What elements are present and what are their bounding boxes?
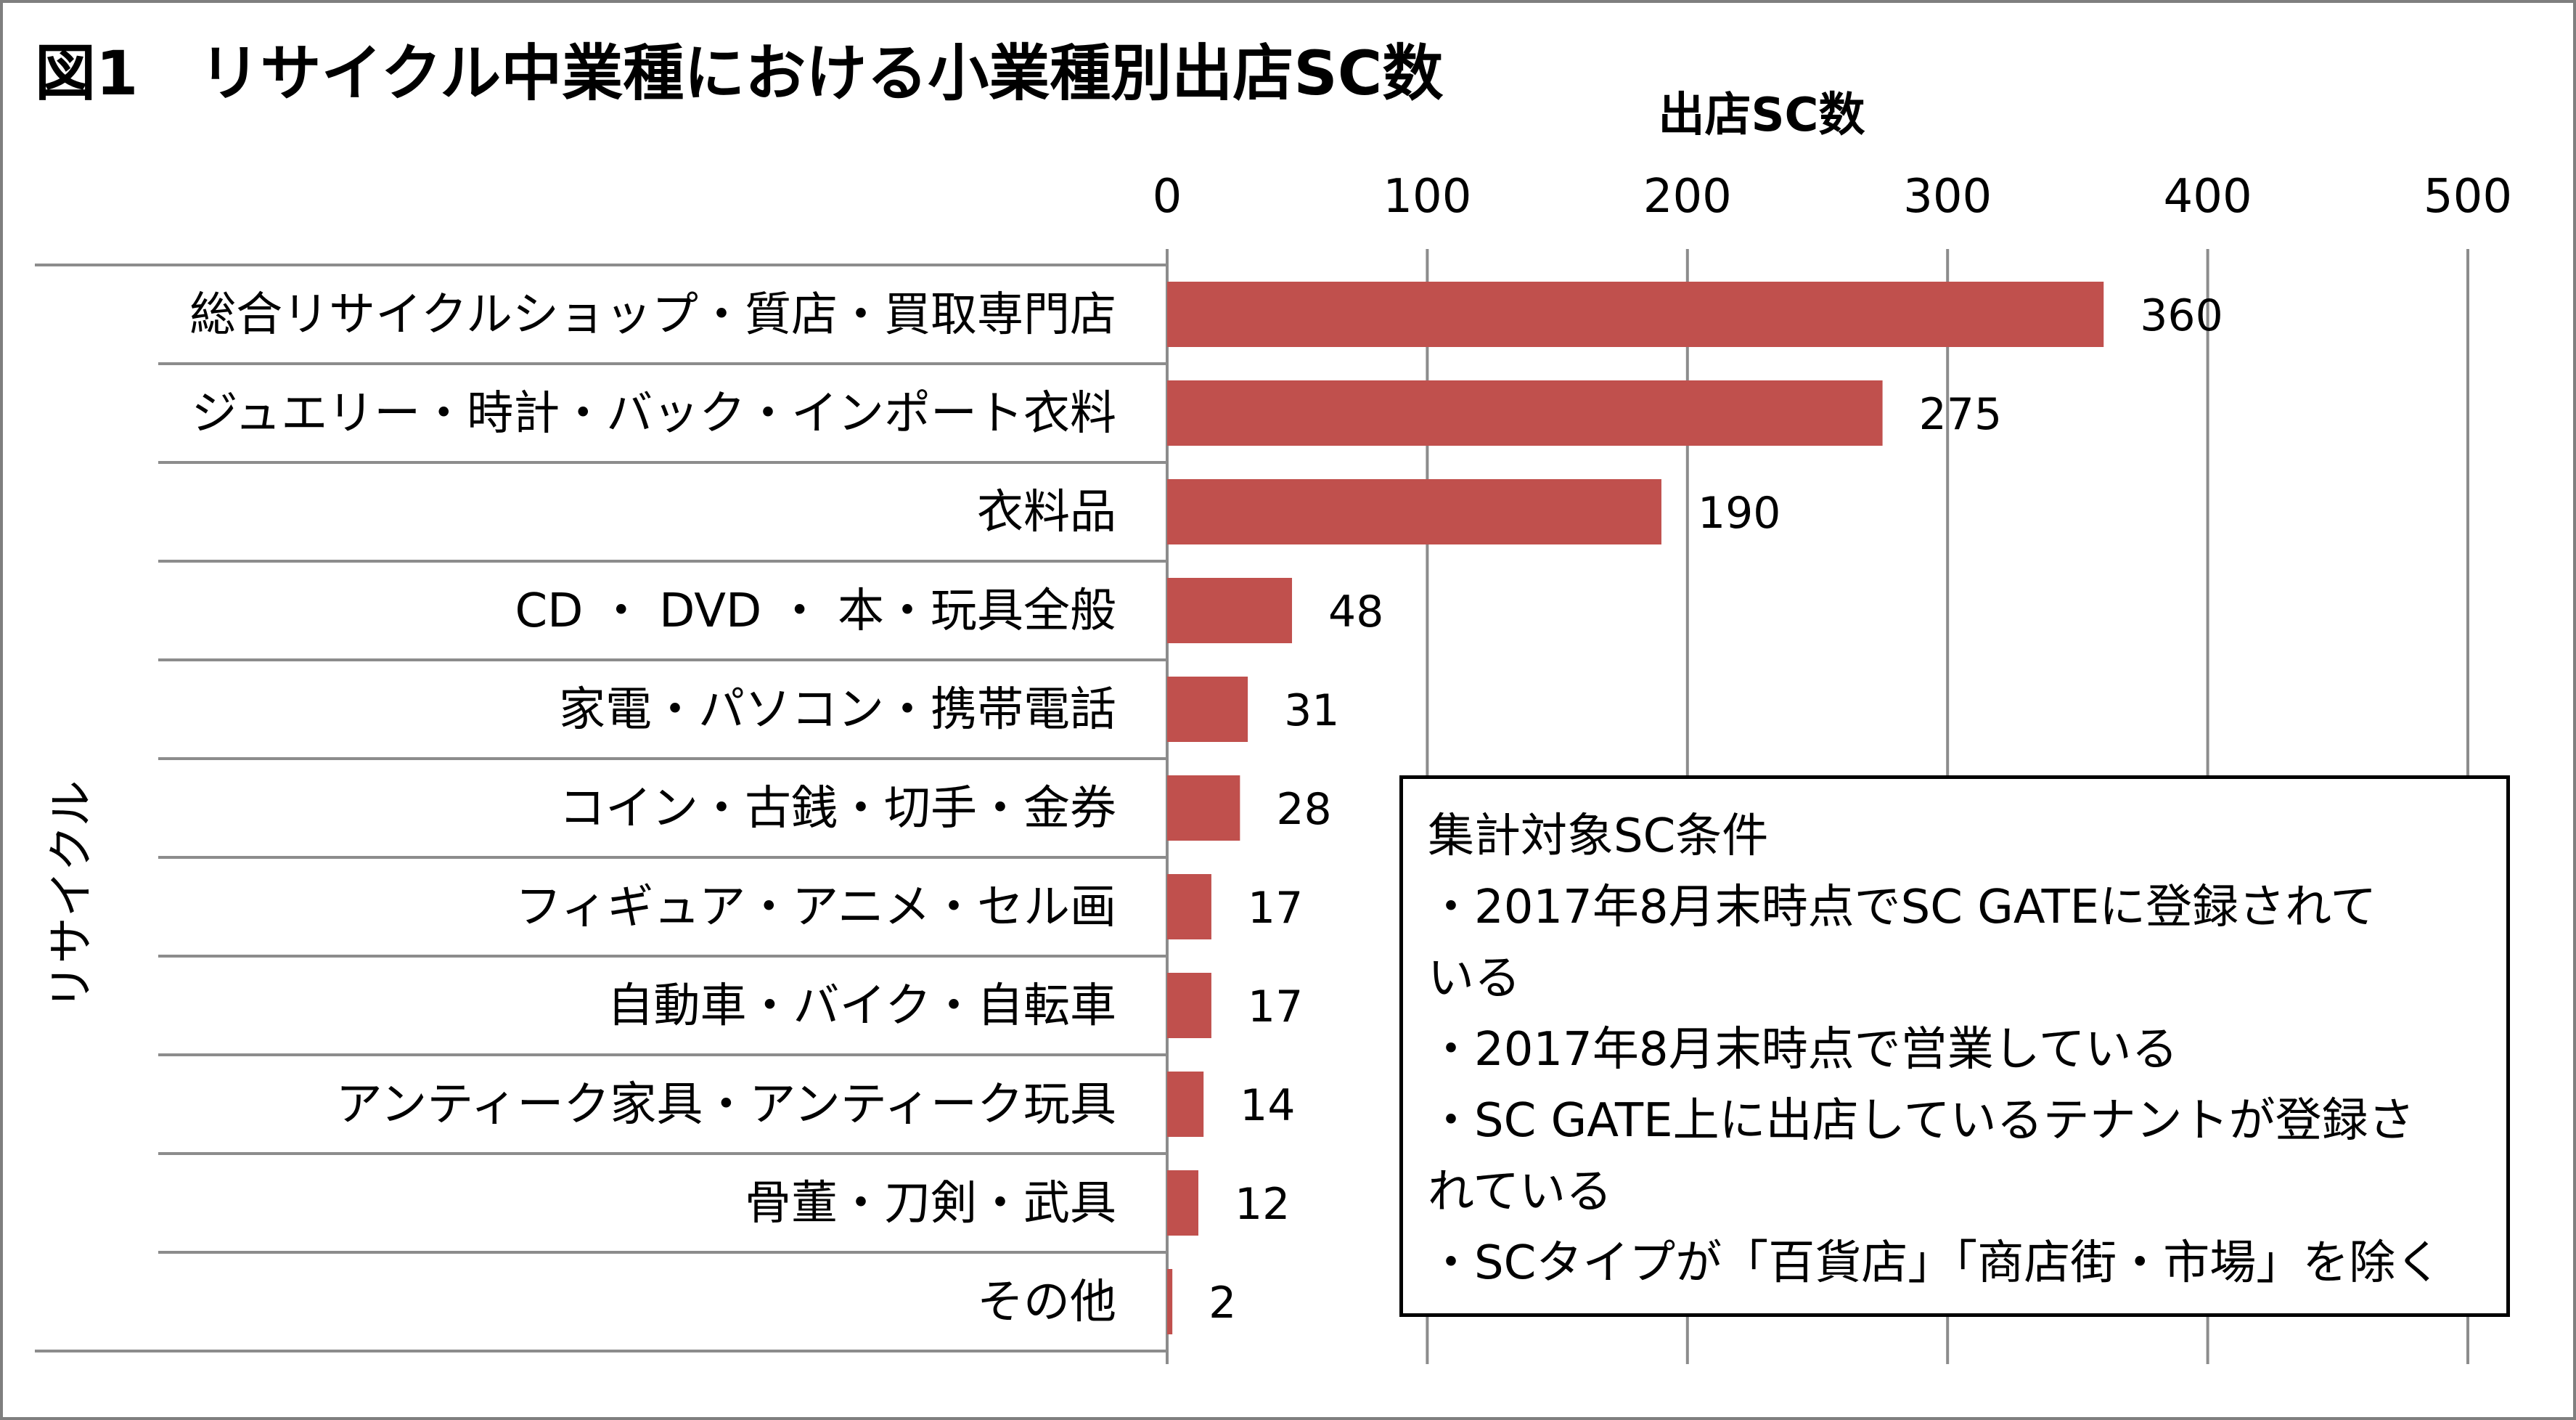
x-tick-label: 500 [2424,170,2512,224]
note-heading: 集計対象SC条件 [1428,809,1769,863]
note-line: ・SC GATE上に出店しているテナントが登録さ [1428,1094,2415,1148]
value-label: 31 [1284,685,1339,736]
value-label: 48 [1328,587,1383,637]
x-tick-labels: 0 100 200 300 400 500 [1153,170,2512,224]
category-label: ジュエリー・時計・バック・インポート衣料 [192,387,1116,441]
value-label: 17 [1248,982,1303,1032]
conditions-note: 集計対象SC条件 ・2017年8月末時点でSC GATEに登録されて いる ・2… [1399,775,2510,1317]
value-label: 17 [1248,883,1303,934]
category-label: 総合リサイクルショップ・質店・買取専門店 [189,288,1116,342]
bar [1167,282,2104,347]
bar [1167,677,1248,742]
bar [1167,578,1293,643]
value-label: 275 [1919,389,2003,440]
bars [1167,282,2104,1334]
note-line: ・2017年8月末時点でSC GATEに登録されて [1428,881,2377,934]
x-axis-title: 出店SC数 [1658,89,1865,142]
category-labels: 総合リサイクルショップ・質店・買取専門店ジュエリー・時計・バック・インポート衣料… [189,288,1116,1329]
group-label: リサイクル [45,780,99,1011]
category-label: フィギュア・アニメ・セル画 [515,881,1116,934]
category-label: コイン・古銭・切手・金券 [559,782,1116,836]
value-label: 190 [1698,488,1781,539]
bar [1167,775,1240,841]
value-labels: 360 275 190 48 31 28 17 17 14 12 2 [1209,290,2223,1329]
note-line: れている [1428,1165,1613,1219]
value-label: 360 [2140,290,2223,341]
category-label: 骨董・刀剣・武具 [745,1177,1116,1231]
value-label: 12 [1235,1179,1290,1230]
x-tick-label: 200 [1643,170,1732,224]
category-label: その他 [977,1276,1116,1329]
bar [1167,380,1883,446]
value-label: 14 [1240,1080,1295,1131]
value-label: 28 [1276,784,1331,835]
category-label: 家電・パソコン・携帯電話 [559,683,1116,737]
x-tick-label: 300 [1903,170,1992,224]
value-label: 2 [1209,1278,1236,1329]
category-label: CD ・ DVD ・ 本・玩具全般 [515,584,1116,638]
bar [1167,1269,1173,1334]
chart-title: 図1 リサイクル中業種における小業種別出店SC数 [35,38,1443,109]
x-tick-label: 100 [1383,170,1471,224]
bar [1167,1072,1204,1137]
note-line: ・2017年8月末時点で営業している [1428,1023,2178,1077]
note-line: いる [1428,952,1521,1005]
x-tick-label: 0 [1153,170,1182,224]
category-label: アンティーク家具・アンティーク玩具 [336,1078,1116,1132]
note-line: ・SCタイプが「百貨店」「商店街・市場」を除く [1428,1236,2442,1290]
category-separators [35,264,1167,1352]
bar [1167,973,1211,1038]
category-label: 衣料品 [977,486,1116,539]
bar [1167,479,1661,544]
bar [1167,1170,1199,1236]
x-tick-label: 400 [2164,170,2252,224]
category-label: 自動車・バイク・自転車 [608,979,1116,1033]
bar [1167,874,1211,939]
